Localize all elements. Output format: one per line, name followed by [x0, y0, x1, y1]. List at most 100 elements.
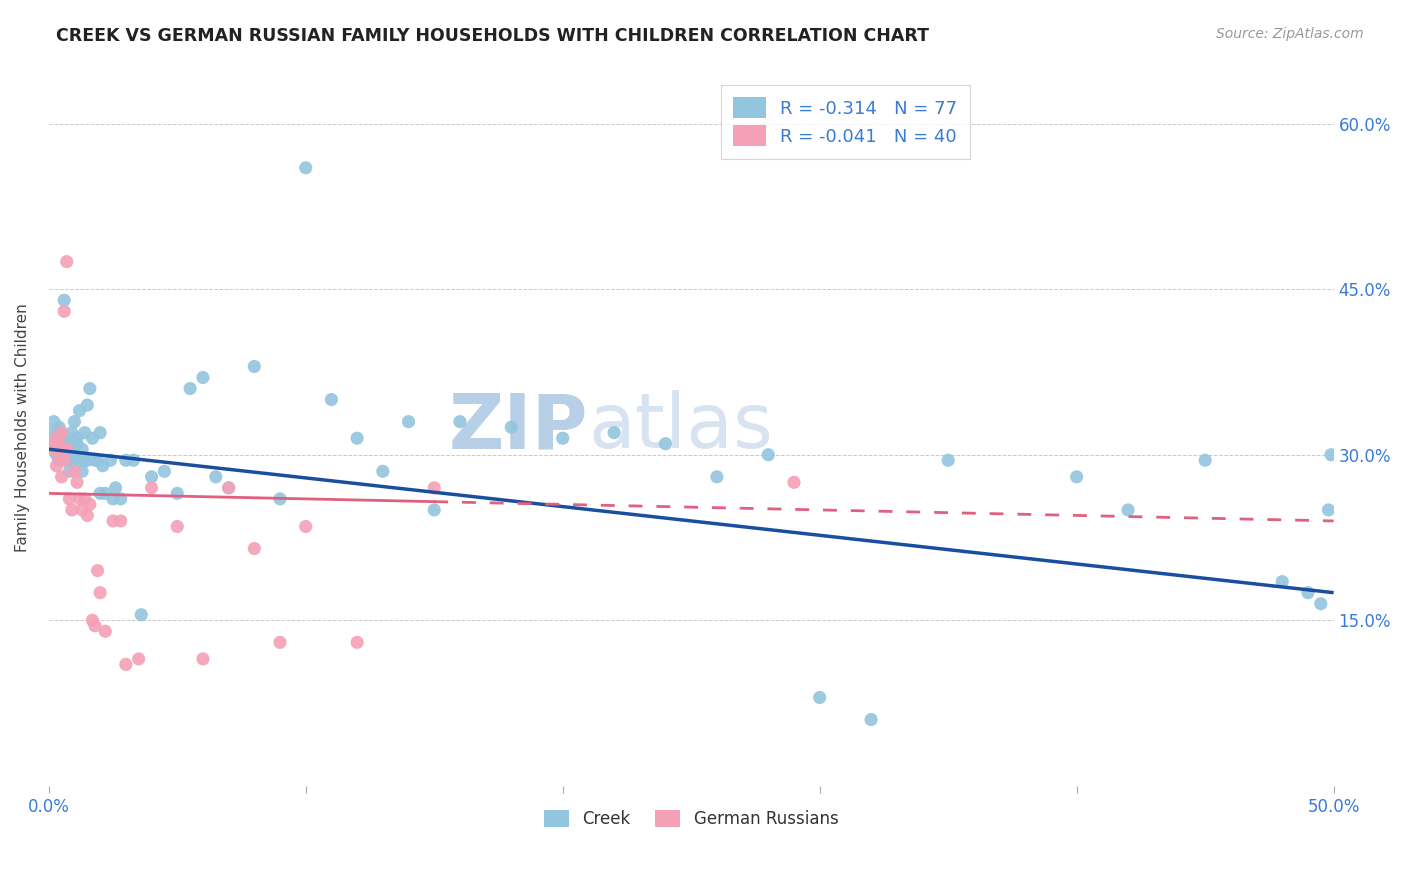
Point: [66, 475, 89, 490]
Point: [218, 481, 240, 495]
Point: [141, 481, 163, 495]
Point: [449, 415, 471, 429]
Point: [76, 398, 98, 412]
Point: [346, 431, 368, 445]
Point: [783, 475, 806, 490]
Point: [73, 491, 96, 506]
Point: [1116, 503, 1139, 517]
Point: [1194, 453, 1216, 467]
Point: [166, 519, 188, 533]
Point: [756, 448, 779, 462]
Point: [91, 458, 114, 473]
Point: [101, 491, 124, 506]
Point: [100, 453, 122, 467]
Point: [141, 470, 163, 484]
Point: [73, 453, 96, 467]
Point: [48, 420, 70, 434]
Point: [191, 370, 214, 384]
Point: [42, 436, 65, 450]
Point: [53, 448, 76, 462]
Point: [115, 657, 138, 672]
Point: [1320, 448, 1343, 462]
Point: [936, 453, 959, 467]
Point: [706, 470, 728, 484]
Point: [423, 481, 446, 495]
Point: [60, 448, 83, 462]
Point: [63, 415, 86, 429]
Point: [94, 624, 117, 639]
Point: [321, 392, 343, 407]
Point: [55, 453, 77, 467]
Point: [82, 431, 104, 445]
Point: [63, 464, 86, 478]
Point: [41, 425, 63, 440]
Point: [76, 508, 98, 523]
Point: [58, 491, 80, 506]
Point: [1309, 597, 1331, 611]
Point: [129, 607, 152, 622]
Point: [48, 436, 70, 450]
Point: [808, 690, 831, 705]
Point: [84, 453, 107, 467]
Point: [70, 442, 93, 457]
Point: [1296, 585, 1319, 599]
Point: [84, 619, 107, 633]
Point: [1271, 574, 1294, 589]
Point: [179, 382, 201, 396]
Point: [294, 161, 316, 175]
Point: [243, 541, 266, 556]
Point: [70, 503, 93, 517]
Point: [122, 453, 145, 467]
Point: [128, 652, 150, 666]
Point: [654, 436, 676, 450]
Point: [45, 431, 67, 445]
Point: [860, 713, 883, 727]
Point: [60, 425, 83, 440]
Point: [55, 431, 77, 445]
Point: [69, 403, 91, 417]
Point: [53, 293, 76, 308]
Point: [86, 453, 108, 467]
Point: [45, 458, 67, 473]
Point: [115, 453, 138, 467]
Point: [66, 431, 89, 445]
Point: [501, 420, 523, 434]
Point: [94, 486, 117, 500]
Point: [79, 497, 101, 511]
Point: [51, 470, 73, 484]
Point: [42, 436, 65, 450]
Point: [82, 613, 104, 627]
Point: [51, 425, 73, 440]
Point: [73, 425, 96, 440]
Point: [55, 254, 77, 268]
Legend: Creek, German Russians: Creek, German Russians: [537, 804, 845, 835]
Point: [60, 503, 83, 517]
Point: [51, 425, 73, 440]
Point: [76, 453, 98, 467]
Point: [1317, 503, 1340, 517]
Point: [53, 453, 76, 467]
Point: [269, 491, 291, 506]
Point: [423, 503, 446, 517]
Point: [110, 491, 132, 506]
Point: [110, 514, 132, 528]
Point: [45, 448, 67, 462]
Text: ZIP: ZIP: [449, 390, 588, 464]
Point: [86, 564, 108, 578]
Point: [58, 464, 80, 478]
Point: [1066, 470, 1088, 484]
Point: [551, 431, 574, 445]
Point: [58, 436, 80, 450]
Point: [89, 425, 111, 440]
Text: CREEK VS GERMAN RUSSIAN FAMILY HOUSEHOLDS WITH CHILDREN CORRELATION CHART: CREEK VS GERMAN RUSSIAN FAMILY HOUSEHOLD…: [56, 27, 929, 45]
Point: [269, 635, 291, 649]
Point: [51, 436, 73, 450]
Text: Source: ZipAtlas.com: Source: ZipAtlas.com: [1216, 27, 1364, 41]
Point: [191, 652, 214, 666]
Point: [104, 481, 127, 495]
Point: [294, 519, 316, 533]
Point: [45, 431, 67, 445]
Point: [371, 464, 394, 478]
Point: [53, 304, 76, 318]
Point: [603, 425, 626, 440]
